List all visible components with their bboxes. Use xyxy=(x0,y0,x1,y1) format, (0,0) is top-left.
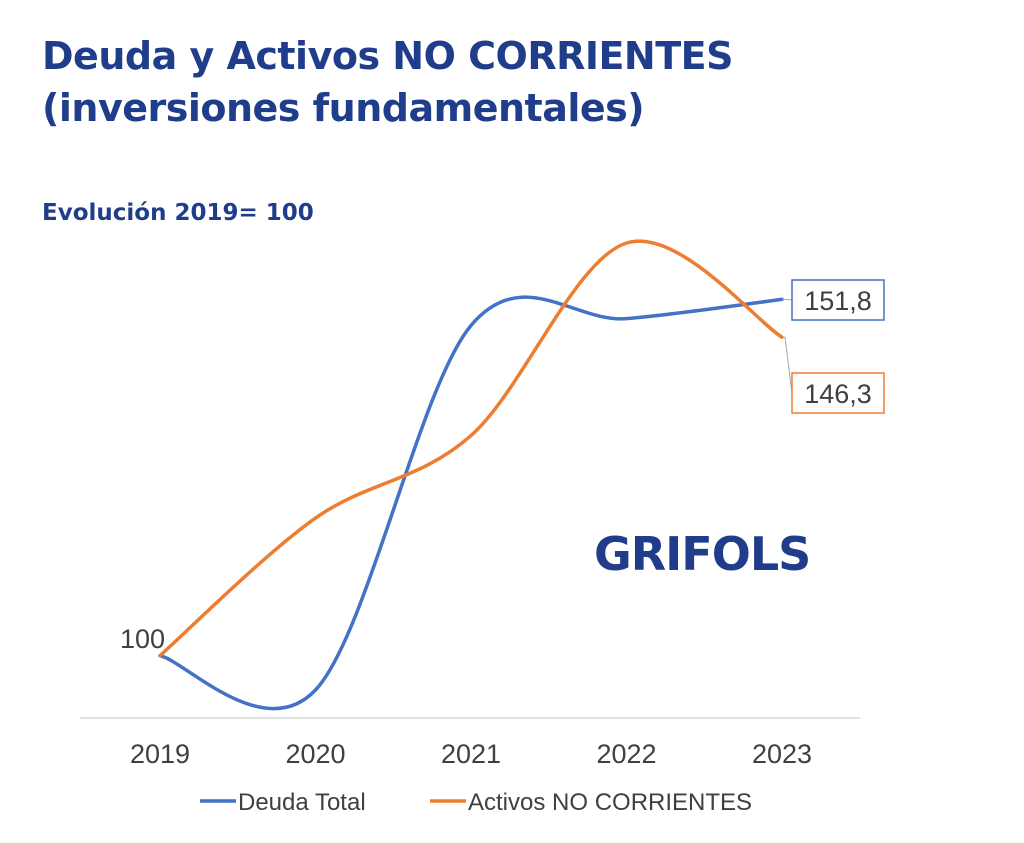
x-tick-label: 2023 xyxy=(752,739,812,769)
legend-label: Activos NO CORRIENTES xyxy=(468,789,752,816)
data-label-box xyxy=(791,372,885,414)
series-layer xyxy=(158,239,784,711)
title-line-1: Deuda y Activos NO CORRIENTES xyxy=(42,34,734,78)
x-tick-label: 2021 xyxy=(441,739,501,769)
data-label-leader xyxy=(782,336,793,394)
chart-subtitle: Evolución 2019= 100 xyxy=(42,200,314,226)
x-tick-label: 2022 xyxy=(596,739,656,769)
series-line-1 xyxy=(158,295,784,711)
x-tick-label: 2020 xyxy=(285,739,345,769)
title-line-2: (inversiones fundamentales) xyxy=(42,86,645,130)
data-label-box xyxy=(791,279,885,321)
chart-title: Deuda y Activos NO CORRIENTES (inversion… xyxy=(42,30,1002,134)
data-label-start: 100 xyxy=(120,624,165,654)
data-label-end: 146,3 xyxy=(804,379,872,409)
x-axis-ticks: 2019 2020 2021 2022 2023 xyxy=(130,739,812,769)
series-line-2 xyxy=(158,239,784,658)
data-label-leader xyxy=(782,298,793,301)
data-labels: 100 151,8 146,3 xyxy=(120,279,885,654)
data-label-end: 151,8 xyxy=(804,286,872,316)
legend-label: Deuda Total xyxy=(238,789,366,816)
legend: Deuda Total Activos NO CORRIENTES xyxy=(200,789,752,816)
grifols-logo: GRIFOLS xyxy=(594,527,810,581)
x-tick-label: 2019 xyxy=(130,739,190,769)
